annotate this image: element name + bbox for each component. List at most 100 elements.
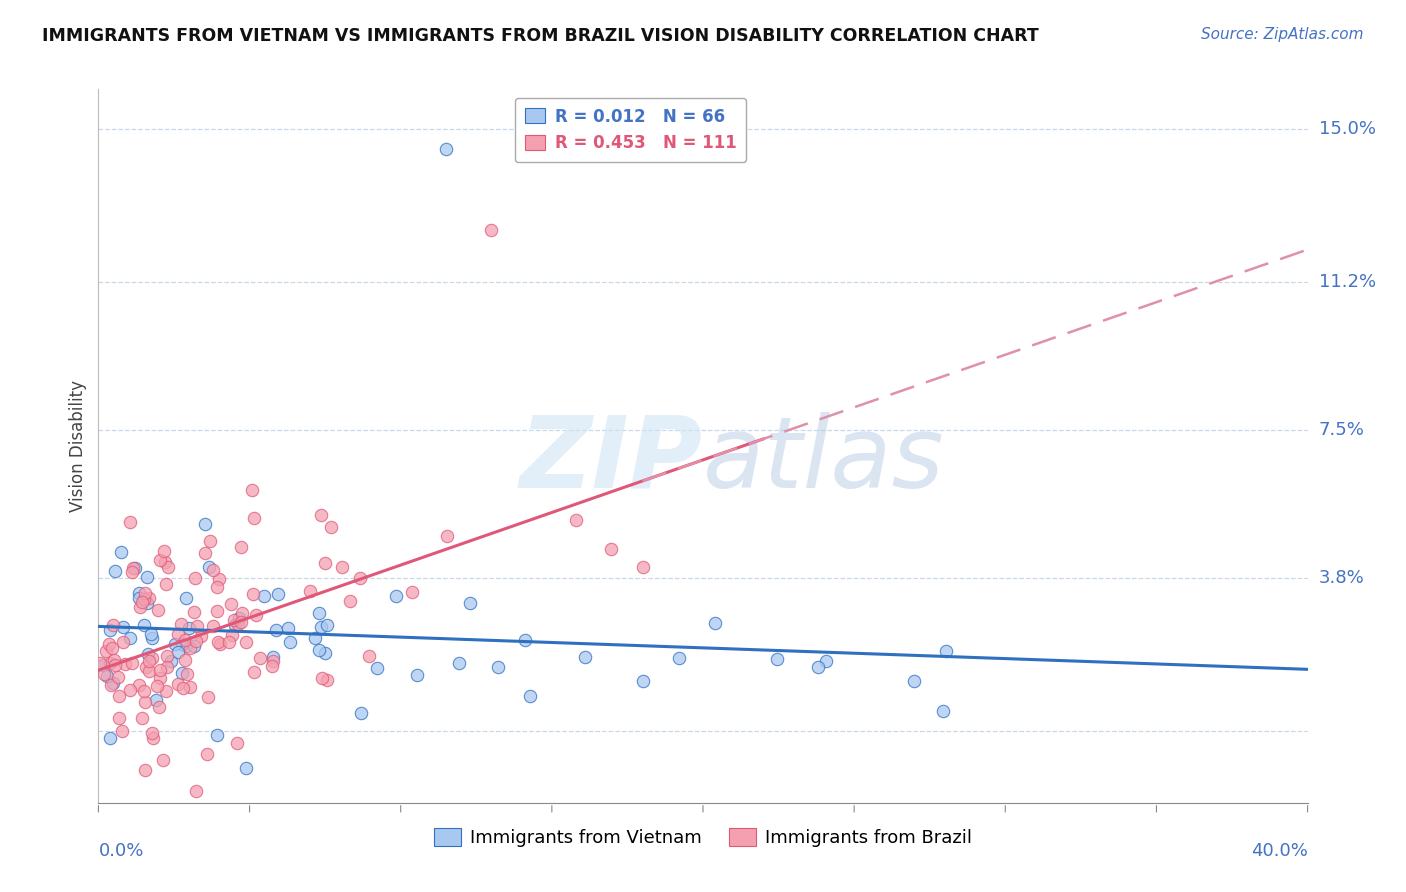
Point bbox=[110, 544, 132, 558]
Point bbox=[128, 591, 150, 605]
Point bbox=[98, 731, 121, 745]
Text: 40.0%: 40.0% bbox=[1251, 842, 1308, 860]
Point bbox=[176, 666, 198, 681]
Y-axis label: Vision Disability: Vision Disability bbox=[69, 380, 87, 512]
Point bbox=[104, 565, 127, 579]
Point bbox=[277, 621, 299, 635]
Point bbox=[932, 704, 955, 718]
Point bbox=[104, 658, 127, 673]
Point bbox=[174, 632, 197, 647]
Text: ZIP: ZIP bbox=[520, 412, 703, 508]
Point bbox=[225, 736, 247, 750]
Point bbox=[146, 679, 169, 693]
Point bbox=[668, 651, 690, 665]
Point bbox=[94, 644, 117, 658]
Point bbox=[149, 553, 172, 567]
Text: 7.5%: 7.5% bbox=[1319, 421, 1365, 439]
Point bbox=[806, 660, 828, 674]
Point bbox=[267, 587, 290, 601]
Point bbox=[262, 655, 284, 669]
Point bbox=[155, 577, 177, 591]
Point bbox=[152, 544, 174, 558]
Point bbox=[174, 591, 197, 606]
Text: 3.8%: 3.8% bbox=[1319, 569, 1364, 587]
Point bbox=[183, 605, 205, 619]
Point bbox=[141, 632, 163, 646]
Point bbox=[194, 516, 217, 531]
Point bbox=[249, 651, 271, 665]
Point bbox=[229, 615, 252, 629]
Point bbox=[136, 570, 159, 584]
Point bbox=[765, 652, 787, 666]
Point bbox=[278, 635, 301, 649]
Point bbox=[138, 591, 160, 605]
Point bbox=[481, 222, 503, 236]
Point bbox=[96, 669, 118, 683]
Point bbox=[160, 654, 183, 668]
Point bbox=[308, 606, 330, 620]
Point bbox=[235, 635, 257, 649]
Point bbox=[132, 591, 155, 606]
Point bbox=[114, 657, 136, 671]
Point bbox=[240, 483, 263, 498]
Point bbox=[197, 560, 219, 574]
Point bbox=[177, 621, 200, 635]
Point bbox=[349, 571, 371, 585]
Point bbox=[131, 595, 153, 609]
Point bbox=[224, 613, 246, 627]
Point bbox=[434, 142, 457, 156]
Point bbox=[519, 689, 541, 703]
Point bbox=[148, 700, 170, 714]
Point bbox=[93, 666, 115, 681]
Point bbox=[149, 663, 172, 677]
Point bbox=[101, 675, 124, 690]
Point bbox=[112, 619, 135, 633]
Point bbox=[704, 615, 727, 630]
Point bbox=[385, 589, 408, 603]
Point bbox=[205, 604, 228, 618]
Point bbox=[107, 711, 129, 725]
Point bbox=[146, 603, 169, 617]
Point bbox=[179, 681, 201, 695]
Point bbox=[149, 671, 172, 685]
Point bbox=[152, 753, 174, 767]
Point bbox=[231, 606, 253, 620]
Text: 11.2%: 11.2% bbox=[1319, 273, 1376, 291]
Point bbox=[436, 528, 458, 542]
Point bbox=[100, 678, 122, 692]
Point bbox=[253, 589, 276, 603]
Point bbox=[366, 661, 388, 675]
Point bbox=[138, 654, 160, 668]
Point bbox=[134, 684, 156, 698]
Point bbox=[311, 508, 333, 522]
Point bbox=[134, 586, 156, 600]
Point bbox=[205, 580, 228, 594]
Point bbox=[170, 617, 193, 632]
Point bbox=[304, 631, 326, 645]
Point bbox=[262, 659, 284, 673]
Point bbox=[103, 618, 125, 632]
Point bbox=[194, 546, 217, 560]
Point bbox=[197, 690, 219, 704]
Point bbox=[565, 513, 588, 527]
Point bbox=[515, 632, 537, 647]
Point bbox=[141, 650, 163, 665]
Point bbox=[132, 618, 155, 632]
Point bbox=[98, 656, 121, 670]
Point bbox=[195, 747, 218, 761]
Point bbox=[167, 627, 190, 641]
Point bbox=[815, 654, 838, 668]
Point bbox=[134, 763, 156, 777]
Point bbox=[183, 639, 205, 653]
Point bbox=[207, 635, 229, 649]
Point bbox=[135, 660, 157, 674]
Point bbox=[219, 597, 242, 611]
Point bbox=[207, 728, 229, 742]
Point bbox=[243, 665, 266, 680]
Point bbox=[142, 731, 165, 745]
Point bbox=[208, 572, 231, 586]
Point bbox=[359, 648, 381, 663]
Point bbox=[903, 674, 925, 689]
Text: 15.0%: 15.0% bbox=[1319, 120, 1375, 138]
Point bbox=[235, 762, 257, 776]
